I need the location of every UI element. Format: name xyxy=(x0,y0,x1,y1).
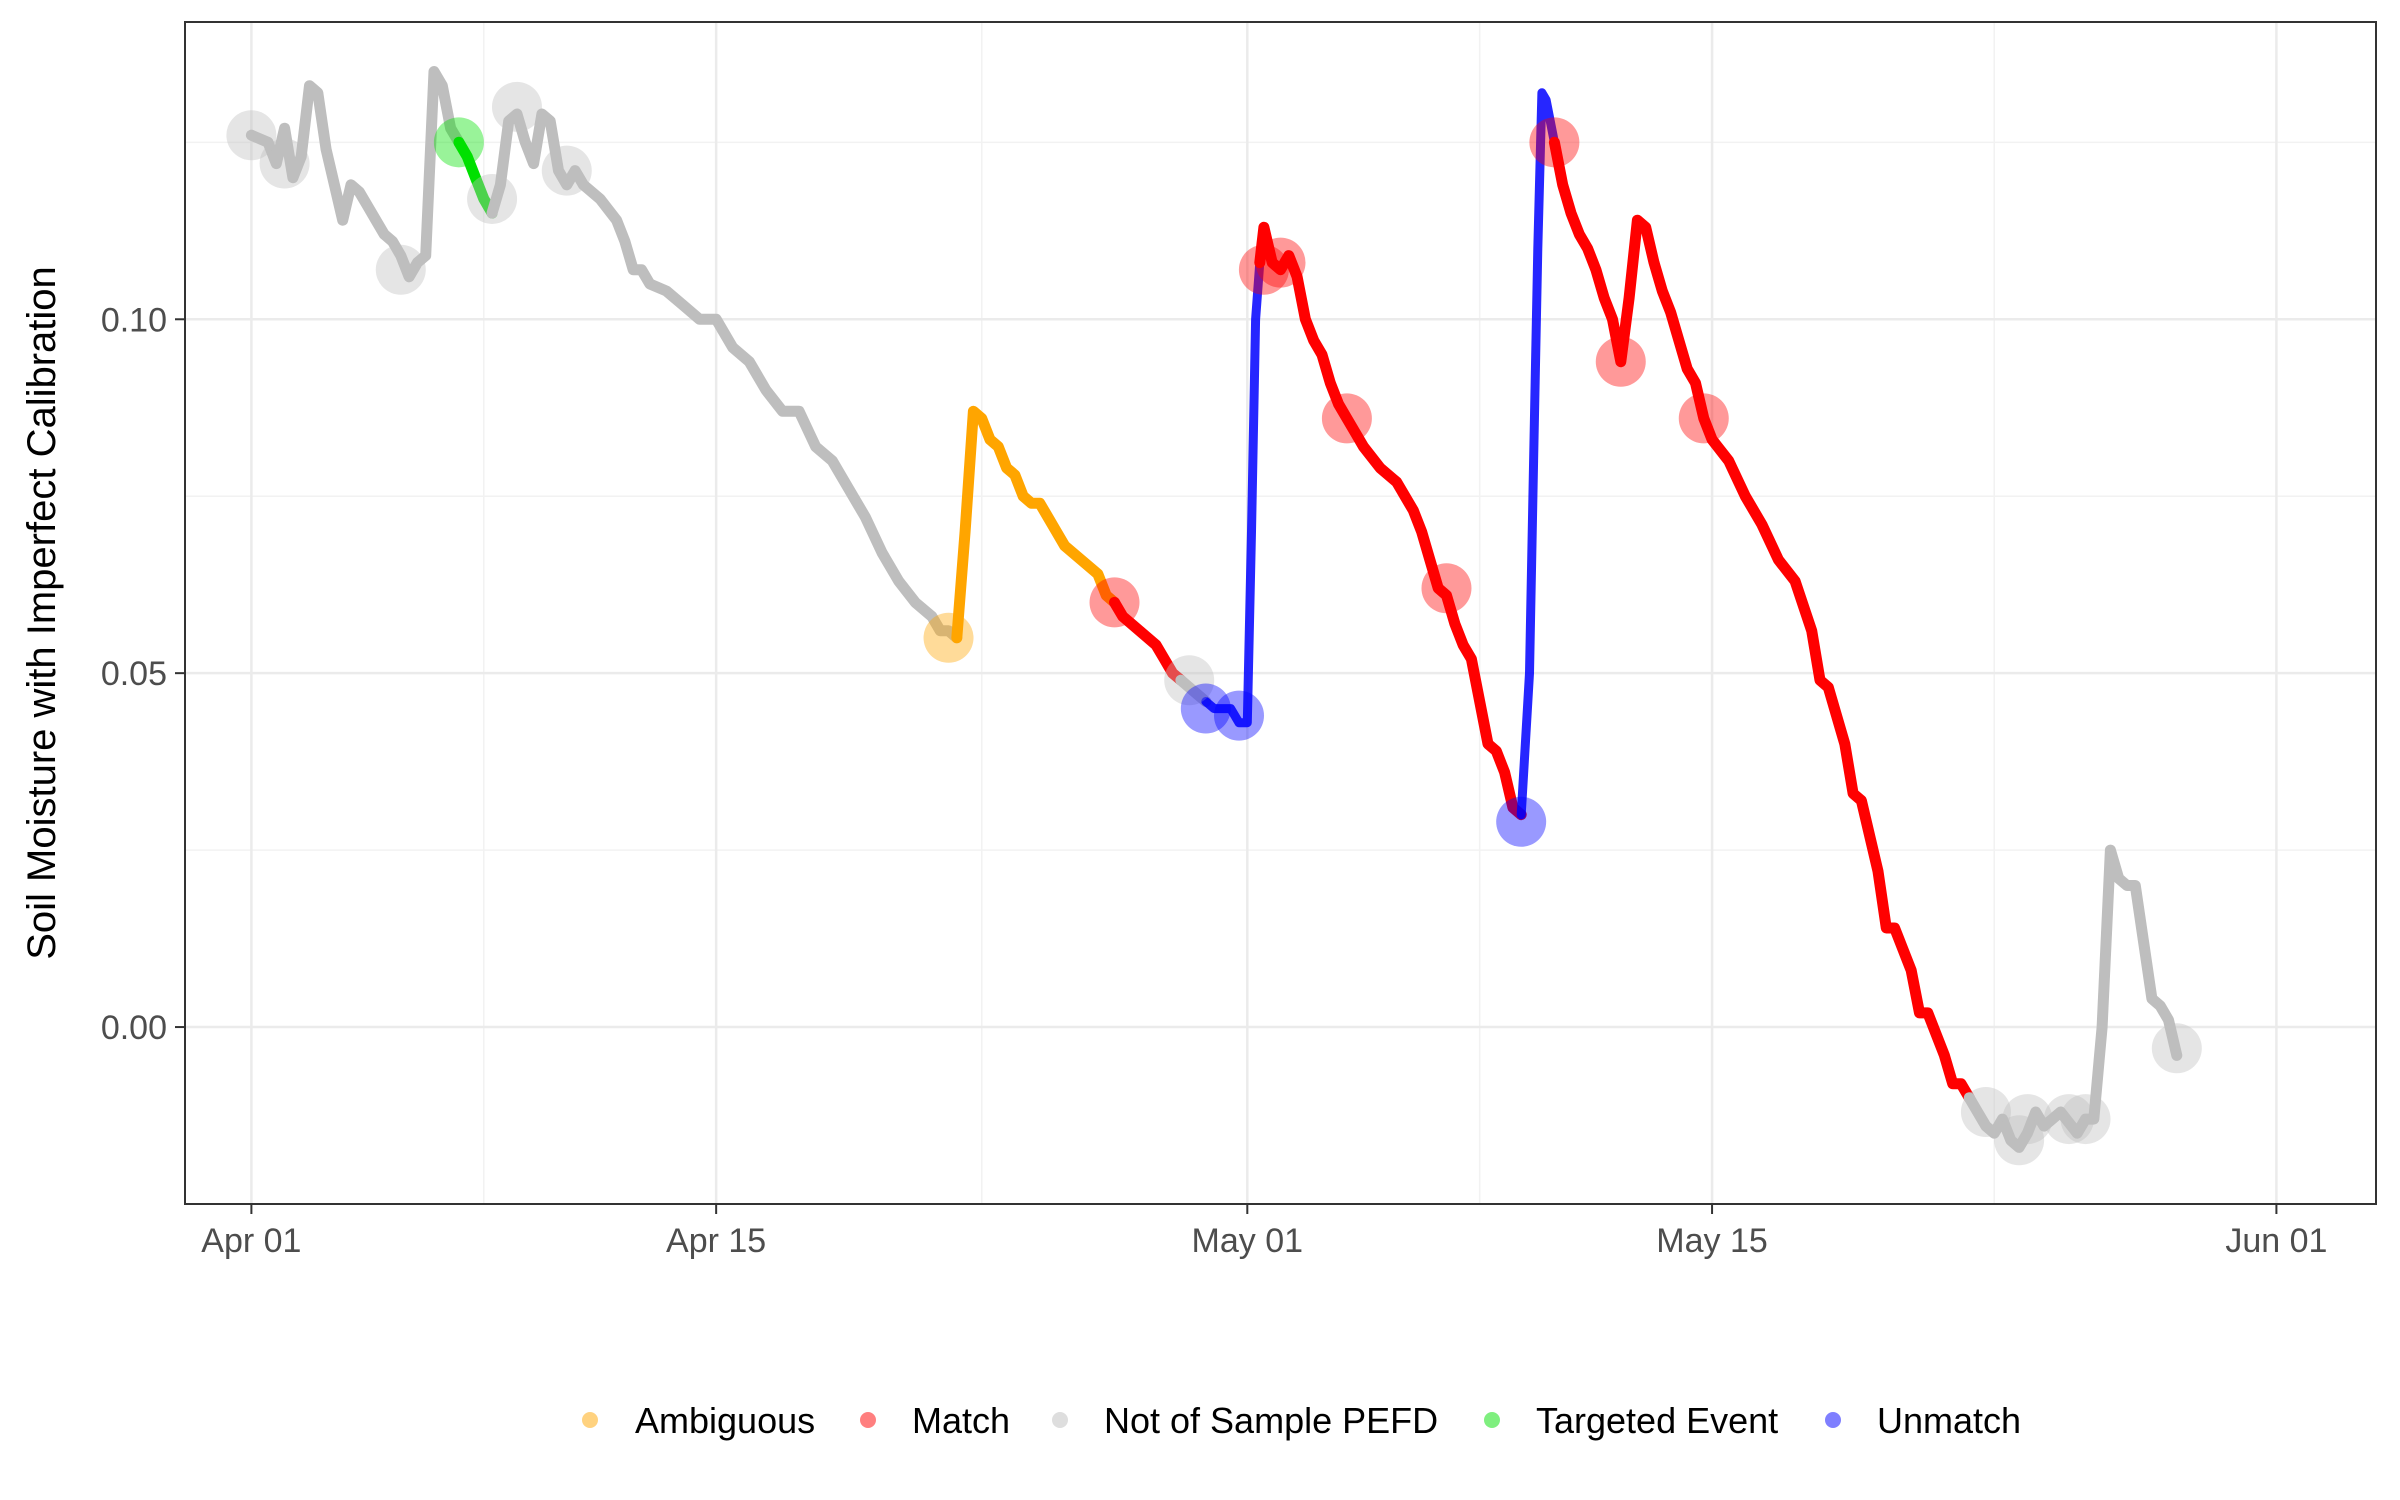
series-line-unmatch xyxy=(1516,88,1559,820)
panel-border xyxy=(184,21,2377,1205)
legend-label: Not of Sample PEFD xyxy=(1104,1400,1438,1441)
series-line-unmatch xyxy=(1201,258,1265,728)
y-axis: 0.00 0.05 0.10 xyxy=(101,301,185,1047)
event-marker xyxy=(1238,244,1289,295)
x-tick-label: May 01 xyxy=(1192,1222,1304,1260)
event-marker xyxy=(1089,577,1140,628)
series-layer xyxy=(245,66,2183,1153)
event-marker xyxy=(433,117,484,168)
event-marker xyxy=(259,138,310,189)
series-line-match xyxy=(1548,136,1975,1104)
event-marker xyxy=(375,244,426,295)
series-line-match xyxy=(1109,596,1187,686)
y-tick-label: 0.00 xyxy=(101,1009,167,1047)
event-marker xyxy=(491,81,542,132)
series-line-not-of-sample-pefd xyxy=(1963,844,2183,1153)
legend-label: Unmatch xyxy=(1877,1400,2021,1441)
event-marker xyxy=(1595,336,1646,387)
legend: Ambiguous Match Not of Sample PEFD Targeted… xyxy=(582,1400,2021,1441)
x-tick-label: Apr 15 xyxy=(666,1222,766,1260)
series-line-match xyxy=(1254,221,1527,821)
legend-key xyxy=(1825,1412,1841,1428)
event-marker xyxy=(226,110,277,161)
event-marker xyxy=(1496,796,1547,847)
event-marker xyxy=(1678,393,1729,444)
legend-label: Match xyxy=(912,1400,1010,1441)
event-marker xyxy=(1994,1115,2045,1166)
series-line-not-of-sample-pefd xyxy=(245,66,465,283)
event-marker xyxy=(923,612,974,663)
legend-label: Targeted Event xyxy=(1536,1400,1778,1441)
event-marker xyxy=(1529,117,1580,168)
event-marker xyxy=(2043,1094,2094,1145)
event-marker xyxy=(1421,563,1472,614)
legend-key xyxy=(582,1412,598,1428)
y-tick-label: 0.05 xyxy=(101,655,167,693)
event-marker xyxy=(1214,690,1265,741)
legend-key xyxy=(1484,1412,1500,1428)
series-line-not-of-sample-pefd xyxy=(486,108,963,644)
series-line-targeted-event xyxy=(453,136,498,219)
event-marker xyxy=(2060,1094,2111,1145)
event-marker xyxy=(2002,1094,2053,1145)
event-marker xyxy=(467,173,518,224)
series-line-ambiguous xyxy=(951,405,1120,644)
legend-label: Ambiguous xyxy=(635,1400,815,1441)
event-marker xyxy=(541,145,592,196)
event-marker xyxy=(1164,655,1215,706)
legend-key xyxy=(860,1412,876,1428)
x-tick-label: May 15 xyxy=(1656,1222,1768,1260)
x-tick-label: Jun 01 xyxy=(2225,1222,2327,1260)
event-marker xyxy=(2151,1023,2202,1074)
y-axis-title: Soil Moisture with Imperfect Calibration xyxy=(20,266,64,960)
y-tick-label: 0.10 xyxy=(101,301,167,339)
series-line-not-of-sample-pefd xyxy=(1175,674,1212,707)
legend-key xyxy=(1052,1412,1068,1428)
event-marker xyxy=(1180,683,1231,734)
x-tick-label: Apr 01 xyxy=(201,1222,301,1260)
marker-layer xyxy=(226,81,2202,1166)
grid-major xyxy=(185,22,2376,1204)
event-marker xyxy=(1255,237,1306,288)
event-marker xyxy=(1321,393,1372,444)
event-marker xyxy=(1960,1086,2011,1137)
x-axis: Apr 01 Apr 15 May 01 May 15 Jun 01 xyxy=(201,1204,2327,1260)
